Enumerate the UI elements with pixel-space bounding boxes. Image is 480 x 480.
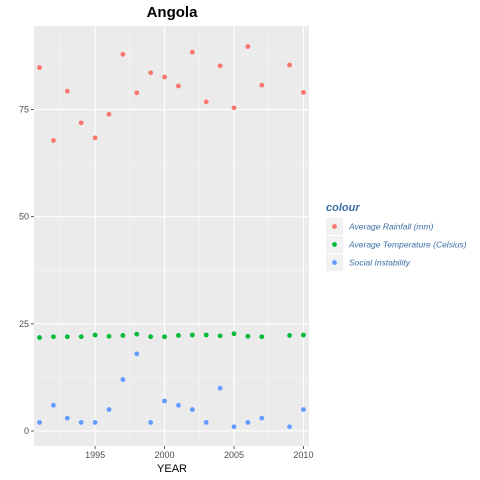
data-point: [64, 88, 70, 94]
data-point: [189, 49, 195, 55]
plot-panel: [34, 26, 309, 446]
data-point: [92, 420, 98, 425]
x-tick-label: 1995: [85, 450, 105, 460]
data-point: [189, 332, 195, 338]
y-tick-label: 75: [19, 105, 29, 115]
data-point: [176, 402, 181, 408]
data-point: [176, 333, 181, 338]
legend-key-point: [332, 224, 337, 229]
grid-lines: [34, 26, 309, 446]
legend-key-point: [332, 260, 337, 265]
data-point: [120, 51, 126, 57]
data-point: [78, 334, 84, 340]
data-point: [134, 351, 140, 357]
data-point: [106, 111, 112, 117]
data-point: [189, 407, 195, 412]
data-point: [162, 334, 167, 340]
data-point: [301, 407, 306, 412]
data-point: [259, 334, 265, 340]
data-point: [37, 335, 42, 340]
legend-label: Average Rainfall (mm): [348, 222, 434, 232]
data-points: [37, 44, 306, 430]
data-point: [259, 415, 265, 421]
data-point: [217, 63, 223, 69]
data-point: [106, 333, 112, 339]
y-axis-ticks: 0 25 50 75: [19, 105, 34, 436]
legend: colour Average Rainfall (mm) Average Temp…: [326, 202, 467, 271]
y-tick-label: 25: [19, 319, 29, 329]
data-point: [176, 83, 181, 89]
data-point: [92, 135, 98, 141]
y-tick-label: 50: [19, 212, 29, 222]
data-point: [134, 331, 140, 337]
data-point: [217, 333, 223, 339]
data-point: [245, 44, 251, 49]
data-point: [148, 334, 154, 340]
data-point: [148, 420, 154, 425]
data-point: [203, 332, 209, 338]
data-point: [120, 377, 126, 382]
data-point: [301, 332, 306, 338]
data-point: [231, 424, 237, 430]
data-point: [162, 398, 167, 404]
y-tick-label: 0: [24, 426, 29, 436]
data-point: [231, 331, 237, 337]
x-axis-label: YEAR: [157, 463, 187, 475]
data-point: [231, 105, 237, 111]
data-point: [259, 82, 265, 88]
data-point: [287, 62, 292, 68]
data-point: [37, 65, 42, 70]
data-point: [51, 138, 56, 143]
x-tick-label: 2005: [224, 450, 244, 460]
x-tick-label: 2000: [155, 450, 175, 460]
data-point: [92, 332, 98, 338]
data-point: [287, 333, 292, 338]
series-1: [37, 331, 306, 340]
data-point: [162, 74, 167, 80]
series-0: [37, 44, 306, 143]
data-point: [217, 385, 223, 391]
x-tick-label: 2010: [293, 450, 313, 460]
data-point: [120, 333, 126, 338]
legend-item: Average Temperature (Celsius): [326, 236, 467, 253]
data-point: [78, 420, 84, 425]
data-point: [245, 420, 251, 425]
legend-items: Average Rainfall (mm) Average Temperature…: [326, 218, 467, 271]
data-point: [51, 334, 56, 340]
data-point: [148, 70, 154, 76]
data-point: [37, 420, 42, 425]
x-axis-ticks: 1995 2000 2005 2010: [85, 446, 313, 460]
data-point: [245, 333, 251, 339]
legend-label: Average Temperature (Celsius): [348, 240, 467, 250]
legend-label: Social Instability: [349, 258, 411, 268]
data-point: [51, 402, 56, 408]
data-point: [203, 99, 209, 105]
legend-item: Average Rainfall (mm): [326, 218, 434, 235]
chart-title: Angola: [147, 4, 198, 21]
data-point: [287, 424, 292, 430]
legend-item: Social Instability: [326, 254, 411, 271]
data-point: [106, 407, 112, 412]
data-point: [64, 334, 70, 340]
data-point: [78, 120, 84, 126]
data-point: [301, 90, 306, 95]
data-point: [203, 420, 209, 425]
series-2: [37, 351, 306, 430]
data-point: [134, 90, 140, 96]
legend-key-point: [332, 242, 337, 247]
legend-title: colour: [326, 202, 360, 214]
data-point: [64, 415, 70, 421]
